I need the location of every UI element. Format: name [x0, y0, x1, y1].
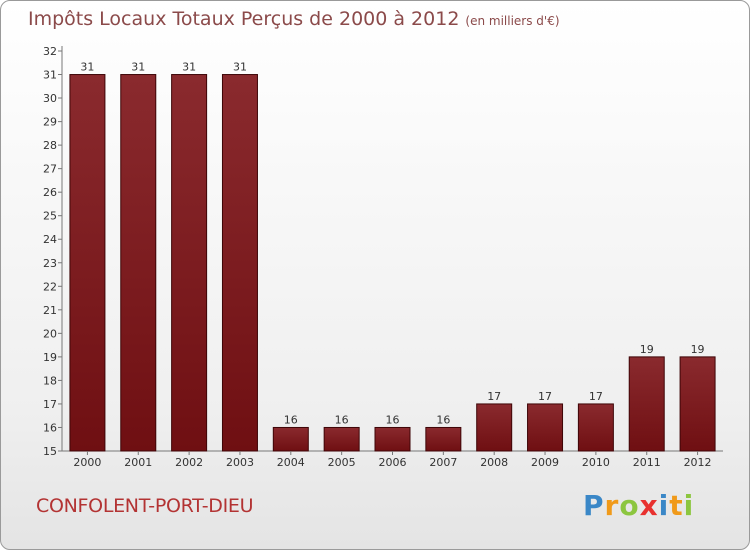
- bar-2002: [171, 74, 208, 452]
- logo-letter: i: [658, 489, 670, 522]
- x-tick-label-2009: 2009: [531, 456, 559, 469]
- bar-2003: [221, 74, 258, 452]
- y-tick-label: 19: [43, 351, 57, 364]
- y-tick-label: 17: [43, 398, 57, 411]
- proxiti-logo: Proxiti: [583, 489, 694, 522]
- data-label-2006: 16: [386, 413, 400, 426]
- logo-letter: r: [604, 489, 620, 522]
- bar-2009: [527, 403, 564, 452]
- x-tick-label-2003: 2003: [226, 456, 254, 469]
- y-tick-label: 20: [43, 327, 57, 340]
- x-tick-label-2007: 2007: [429, 456, 457, 469]
- x-tick-label-2004: 2004: [277, 456, 305, 469]
- commune-name: CONFOLENT-PORT-DIEU: [36, 495, 254, 517]
- bar-2004: [272, 426, 309, 452]
- data-label-2000: 31: [80, 61, 94, 74]
- x-tick-label-2010: 2010: [582, 456, 610, 469]
- data-label-2002: 31: [182, 61, 196, 74]
- y-tick-label: 29: [43, 116, 57, 129]
- bar-2007: [425, 426, 462, 452]
- y-tick-label: 27: [43, 163, 57, 176]
- x-tick-label-2012: 2012: [684, 456, 712, 469]
- y-tick-label: 25: [43, 210, 57, 223]
- y-tick-label: 26: [43, 186, 57, 199]
- bar-2000: [69, 74, 106, 452]
- logo-letter: t: [669, 489, 684, 522]
- logo-letter: P: [583, 489, 605, 522]
- y-tick-label: 22: [43, 280, 57, 293]
- x-tick-label-2008: 2008: [480, 456, 508, 469]
- data-label-2008: 17: [487, 390, 501, 403]
- data-label-2010: 17: [589, 390, 603, 403]
- x-tick-label-2001: 2001: [124, 456, 152, 469]
- bar-2001: [120, 74, 157, 452]
- data-label-2009: 17: [538, 390, 552, 403]
- y-tick-label: 16: [43, 421, 57, 434]
- data-label-2003: 31: [233, 61, 247, 74]
- x-tick-label-2011: 2011: [633, 456, 661, 469]
- bar-2010: [577, 403, 614, 452]
- data-label-2011: 19: [640, 343, 654, 356]
- y-tick-label: 30: [43, 92, 57, 105]
- unit-label: (en milliers d'€): [465, 14, 560, 28]
- y-tick-label: 24: [43, 233, 57, 246]
- y-tick-label: 15: [43, 445, 57, 458]
- data-label-2007: 16: [436, 413, 450, 426]
- bar-2012: [679, 356, 716, 452]
- y-tick-label: 32: [43, 45, 57, 58]
- data-label-2005: 16: [335, 413, 349, 426]
- x-tick-label-2002: 2002: [175, 456, 203, 469]
- data-label-2004: 16: [284, 413, 298, 426]
- x-tick-label-2006: 2006: [379, 456, 407, 469]
- bar-2005: [323, 426, 360, 452]
- y-tick-label: 18: [43, 374, 57, 387]
- y-tick-label: 31: [43, 69, 57, 82]
- y-tick-label: 23: [43, 257, 57, 270]
- chart-title: Impôts Locaux Totaux Perçus de 2000 à 20…: [28, 8, 560, 30]
- data-label-2012: 19: [691, 343, 705, 356]
- x-tick-label-2005: 2005: [328, 456, 356, 469]
- logo-letter: x: [639, 489, 659, 522]
- bar-2008: [476, 403, 513, 452]
- bar-2006: [374, 426, 411, 452]
- y-tick-label: 28: [43, 139, 57, 152]
- logo-letter: o: [619, 489, 640, 522]
- x-tick-label-2000: 2000: [73, 456, 101, 469]
- y-tick-label: 21: [43, 304, 57, 317]
- title-text: Impôts Locaux Totaux Perçus de 2000 à 20…: [28, 8, 460, 30]
- bar-2011: [628, 356, 665, 452]
- logo-letter: i: [683, 489, 695, 522]
- data-label-2001: 31: [131, 61, 145, 74]
